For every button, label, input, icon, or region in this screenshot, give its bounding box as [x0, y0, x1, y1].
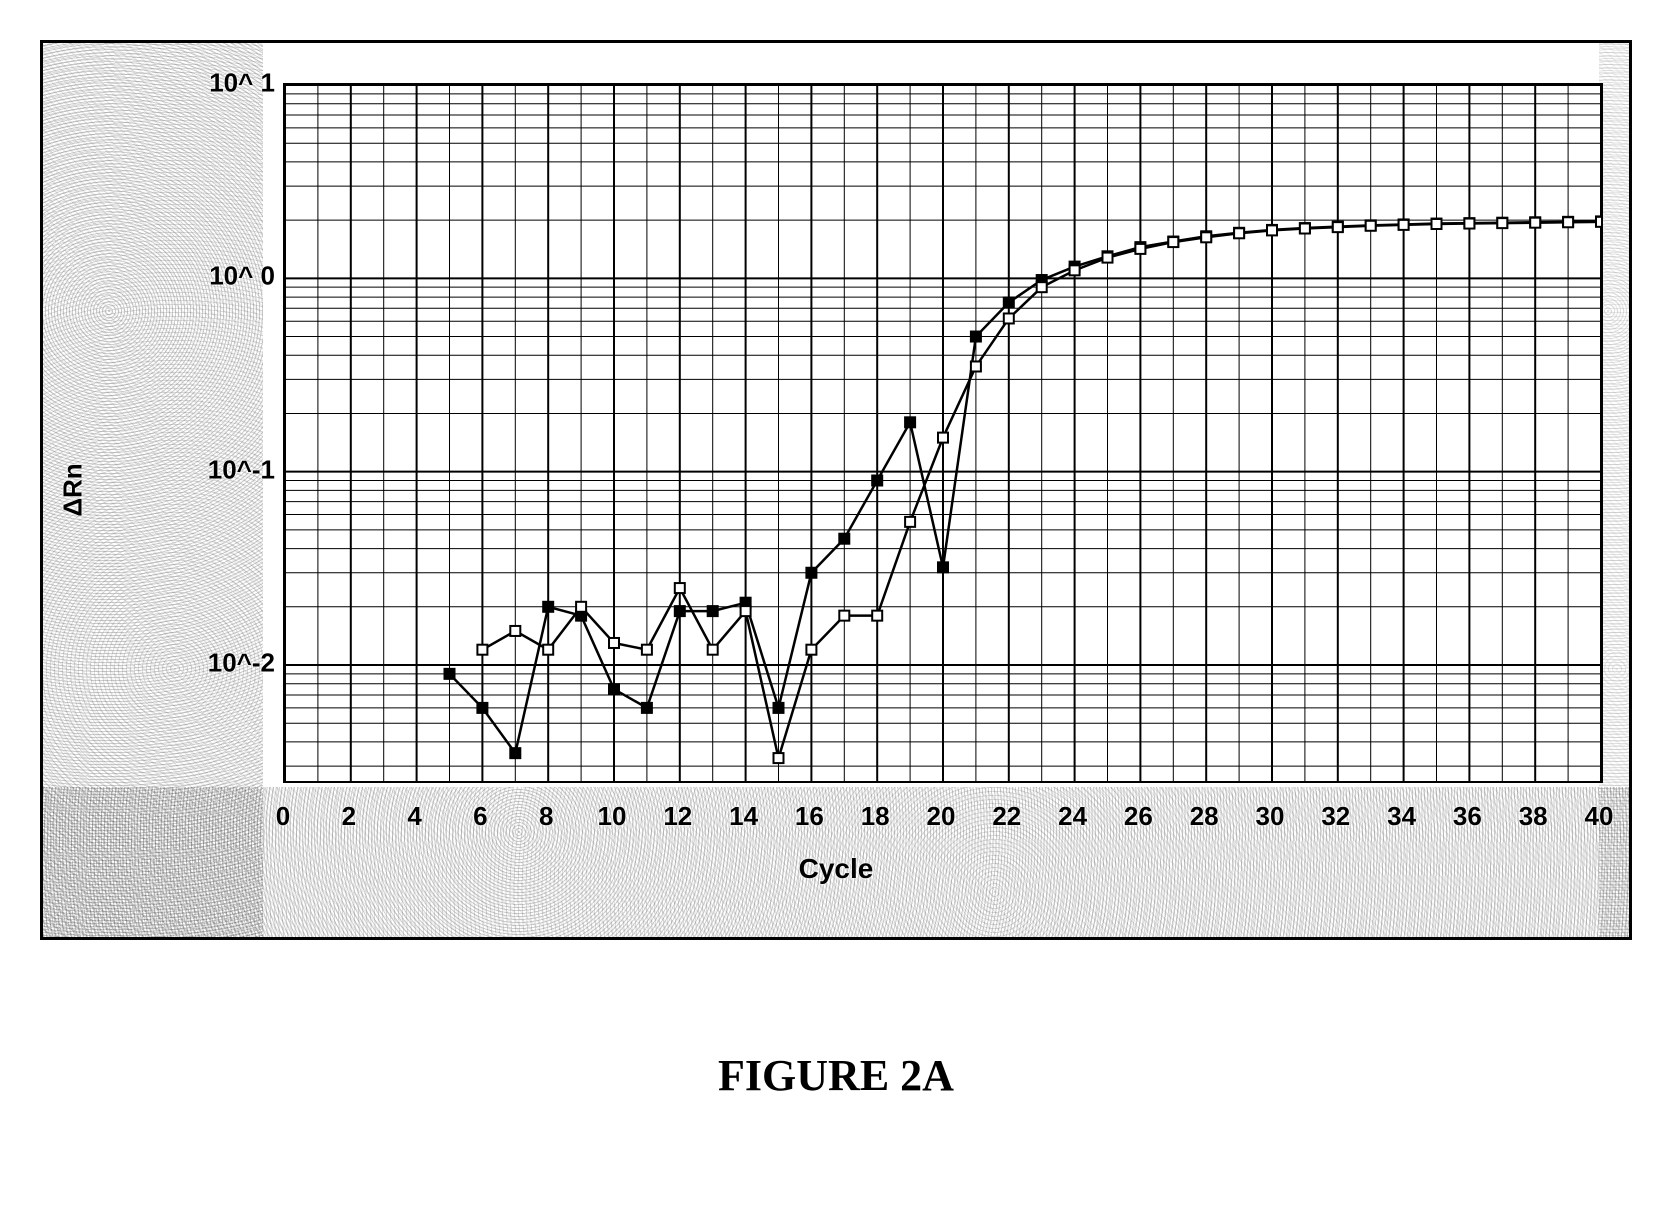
series-open-line	[482, 222, 1601, 758]
series-filled-marker	[609, 684, 619, 694]
series-filled-marker	[774, 703, 784, 713]
series-open-marker	[806, 645, 816, 655]
series-open-marker	[609, 638, 619, 648]
figure-caption: FIGURE 2A	[0, 1050, 1672, 1101]
x-tick-label: 26	[1124, 801, 1153, 832]
x-tick-label: 38	[1519, 801, 1548, 832]
series-open-marker	[510, 626, 520, 636]
series-open-marker	[1432, 219, 1442, 229]
series-open-marker	[1267, 225, 1277, 235]
x-tick-label: 30	[1256, 801, 1285, 832]
series-open-marker	[1004, 313, 1014, 323]
x-tick-label: 20	[927, 801, 956, 832]
x-tick-label: 4	[407, 801, 421, 832]
x-tick-label: 10	[598, 801, 627, 832]
series-open-marker	[905, 517, 915, 527]
x-tick-label: 32	[1321, 801, 1350, 832]
series-open-marker	[1070, 265, 1080, 275]
series-open-marker	[576, 602, 586, 612]
series-filled-marker	[1004, 297, 1014, 307]
series-open-marker	[1201, 232, 1211, 242]
series-open-marker	[477, 645, 487, 655]
chart-outer-frame: ΔRn 10^-210^-110^ 010^ 1 024681012141618…	[40, 40, 1632, 940]
y-tick-label: 10^-1	[208, 454, 275, 485]
series-open-marker	[938, 433, 948, 443]
x-tick-label: 40	[1585, 801, 1614, 832]
series-open-marker	[1399, 220, 1409, 230]
x-tick-label: 0	[276, 801, 290, 832]
series-open-marker	[1103, 253, 1113, 263]
series-open-marker	[1464, 219, 1474, 229]
series-filled-marker	[510, 748, 520, 758]
series-open-marker	[1037, 282, 1047, 292]
series-open-marker	[1497, 218, 1507, 228]
x-tick-label: 24	[1058, 801, 1087, 832]
series-filled-marker	[971, 332, 981, 342]
series-filled-marker	[675, 606, 685, 616]
x-tick-label: 14	[729, 801, 758, 832]
x-tick-label: 36	[1453, 801, 1482, 832]
series-open-marker	[872, 611, 882, 621]
series-open-marker	[741, 606, 751, 616]
series-open-marker	[1135, 244, 1145, 254]
series-open-marker	[774, 753, 784, 763]
series-filled-marker	[477, 703, 487, 713]
series-open-marker	[708, 645, 718, 655]
y-tick-label: 10^ 0	[209, 261, 275, 292]
x-tick-label: 18	[861, 801, 890, 832]
plot-area	[283, 83, 1603, 783]
x-tick-label: 12	[663, 801, 692, 832]
series-open-marker	[1168, 237, 1178, 247]
series-layer	[285, 85, 1601, 781]
series-filled-marker	[642, 703, 652, 713]
x-tick-label: 6	[473, 801, 487, 832]
x-tick-label: 28	[1190, 801, 1219, 832]
series-open-marker	[1333, 222, 1343, 232]
series-filled-marker	[839, 534, 849, 544]
x-tick-label: 8	[539, 801, 553, 832]
x-tick-label: 2	[342, 801, 356, 832]
series-filled-marker	[872, 476, 882, 486]
series-filled-marker	[708, 606, 718, 616]
series-open-marker	[543, 645, 553, 655]
x-tick-label: 22	[992, 801, 1021, 832]
x-axis-label: Cycle	[799, 853, 874, 885]
y-tick-label: 10^ 1	[209, 68, 275, 99]
series-open-marker	[1563, 217, 1573, 227]
series-filled-marker	[905, 417, 915, 427]
y-tick-label: 10^-2	[208, 648, 275, 679]
x-tick-label: 34	[1387, 801, 1416, 832]
series-open-marker	[1596, 217, 1601, 227]
series-open-marker	[1234, 228, 1244, 238]
series-open-marker	[1366, 221, 1376, 231]
series-open-marker	[1300, 224, 1310, 234]
x-tick-label: 16	[795, 801, 824, 832]
series-open-marker	[675, 583, 685, 593]
series-open-marker	[839, 611, 849, 621]
series-filled-marker	[806, 568, 816, 578]
series-open-marker	[1530, 218, 1540, 228]
series-filled-marker	[445, 669, 455, 679]
series-filled-marker	[938, 562, 948, 572]
series-open-marker	[971, 361, 981, 371]
series-filled-marker	[543, 602, 553, 612]
y-axis-label: ΔRn	[58, 463, 89, 516]
series-open-marker	[642, 645, 652, 655]
